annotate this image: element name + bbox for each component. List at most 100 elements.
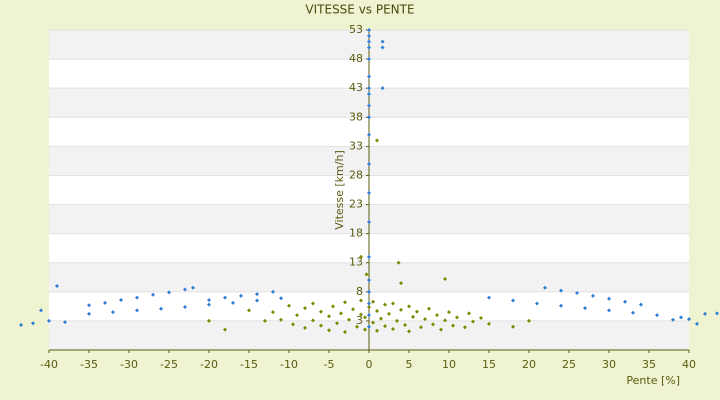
y-tick-label: 53 <box>349 23 363 36</box>
scatter-point <box>367 115 371 120</box>
scatter-point <box>159 306 163 311</box>
scatter-point <box>695 321 699 326</box>
scatter-point <box>427 306 431 311</box>
scatter-point <box>543 285 547 290</box>
scatter-point <box>367 301 371 306</box>
scatter-point <box>527 318 531 323</box>
scatter-point <box>367 304 371 309</box>
scatter-point <box>371 320 375 325</box>
scatter-point <box>367 161 371 166</box>
scatter-point <box>207 302 211 307</box>
scatter-point <box>431 322 435 327</box>
scatter-point <box>511 298 515 303</box>
scatter-point <box>63 320 67 325</box>
scatter-point <box>367 86 371 91</box>
scatter-point <box>367 289 371 294</box>
scatter-point <box>479 316 483 320</box>
chart-title: VITESSE vs PENTE <box>305 3 414 17</box>
x-tick-label: 35 <box>642 358 656 371</box>
scatter-point <box>487 295 491 300</box>
scatter-point <box>380 86 385 91</box>
scatter-point <box>407 304 411 309</box>
scatter-point <box>31 321 35 326</box>
scatter-point <box>207 318 211 323</box>
scatter-point <box>655 313 659 318</box>
scatter-point <box>367 39 371 44</box>
x-tick-label: -10 <box>280 358 298 371</box>
scatter-point <box>87 311 91 316</box>
scatter-point <box>367 33 371 38</box>
scatter-point <box>135 308 139 313</box>
scatter-point <box>396 260 401 265</box>
scatter-point <box>335 321 339 326</box>
x-tick-label: 10 <box>442 358 456 371</box>
scatter-point <box>411 314 415 319</box>
scatter-point <box>319 323 323 328</box>
x-tick-label: -40 <box>40 358 58 371</box>
scatter-point <box>679 315 683 320</box>
scatter-point <box>575 290 579 295</box>
scatter-point <box>295 313 299 318</box>
y-tick-label: 8 <box>356 285 363 298</box>
scatter-point <box>415 309 419 314</box>
scatter-point <box>255 298 259 303</box>
scatter-point <box>583 306 587 311</box>
scatter-point <box>319 309 323 314</box>
scatter-point <box>47 318 51 323</box>
x-tick-label: 40 <box>682 358 696 371</box>
scatter-point <box>367 74 371 79</box>
y-tick-label: 43 <box>349 81 363 94</box>
scatter-point <box>223 295 227 300</box>
scatter-point <box>443 318 447 323</box>
scatter-point <box>367 92 371 96</box>
scatter-point <box>375 138 379 143</box>
scatter-point <box>487 321 491 326</box>
scatter-point <box>407 329 411 334</box>
scatter-point <box>467 311 471 316</box>
scatter-point <box>419 325 423 330</box>
y-tick-label: 33 <box>349 139 363 152</box>
scatter-point <box>291 322 295 327</box>
scatter-point <box>399 281 403 286</box>
scatter-point <box>327 314 331 319</box>
scatter-point <box>471 319 475 324</box>
scatter-point <box>327 328 331 333</box>
scatter-point <box>607 308 611 313</box>
scatter-point <box>367 103 371 108</box>
scatter-point <box>55 284 59 288</box>
scatter-point <box>687 317 691 322</box>
scatter-point <box>447 310 451 315</box>
y-tick-label: 48 <box>349 52 363 65</box>
scatter-point <box>279 317 283 322</box>
scatter-point <box>671 317 675 322</box>
scatter-point <box>511 324 515 329</box>
scatter-point <box>343 300 347 305</box>
scatter-point <box>303 306 307 311</box>
y-axis-title: Vitesse [km/h] <box>333 150 346 230</box>
scatter-point <box>135 295 139 300</box>
scatter-point <box>247 308 251 313</box>
scatter-point <box>395 318 399 323</box>
scatter-point <box>311 301 315 306</box>
scatter-point <box>379 316 383 321</box>
scatter-point <box>639 302 643 307</box>
scatter-point <box>359 254 363 259</box>
scatter-point <box>339 311 343 316</box>
scatter-point <box>371 299 375 304</box>
scatter-point <box>703 311 707 316</box>
scatter-point <box>263 318 267 323</box>
x-tick-label: 0 <box>366 358 373 371</box>
scatter-point <box>375 309 379 314</box>
scatter-point <box>435 313 439 318</box>
scatter-point <box>631 310 635 315</box>
scatter-point <box>151 292 155 297</box>
scatter-point <box>455 315 459 320</box>
scatter-point <box>367 324 371 329</box>
scatter-point <box>111 310 115 315</box>
scatter-point <box>183 287 187 292</box>
scatter-point <box>343 329 347 334</box>
scatter-point <box>364 272 369 277</box>
y-tick-label: 13 <box>349 256 363 269</box>
scatter-point <box>363 315 367 320</box>
scatter-point <box>399 307 403 312</box>
